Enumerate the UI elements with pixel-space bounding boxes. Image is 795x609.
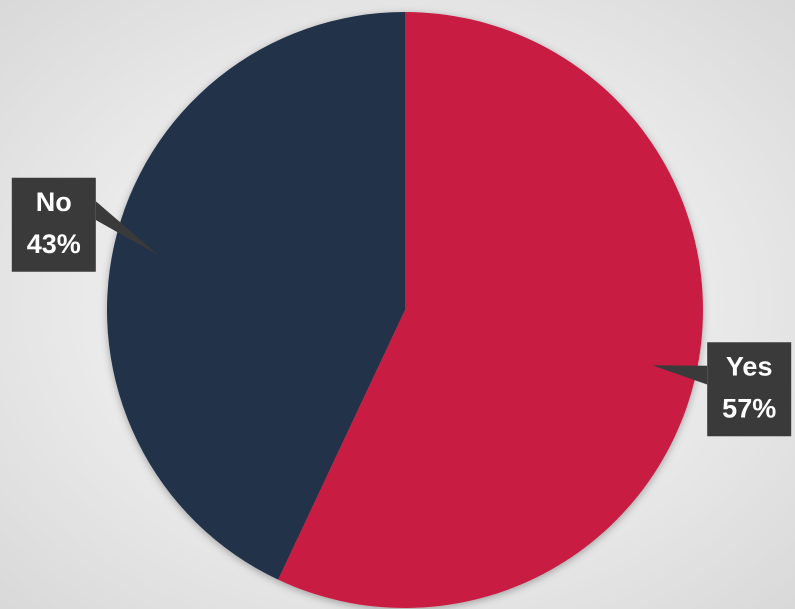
pie-slice — [106, 12, 406, 580]
data-label: 43% — [27, 229, 81, 259]
label-pointer — [95, 201, 158, 255]
pie-slice — [278, 12, 703, 608]
data-label-box — [707, 342, 792, 437]
data-label-box — [11, 177, 96, 272]
label-pointer — [652, 365, 708, 385]
pie — [106, 12, 703, 608]
category-label: No — [36, 187, 72, 217]
category-label: Yes — [726, 351, 773, 381]
data-label: 57% — [722, 393, 776, 423]
